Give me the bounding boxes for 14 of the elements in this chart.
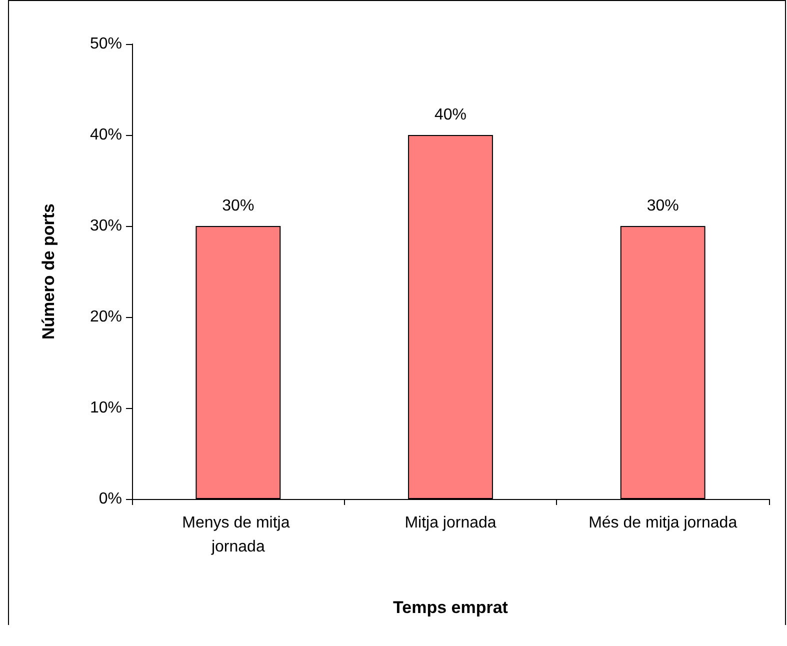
y-tick-label: 30% <box>90 218 122 234</box>
y-tick-label: 40% <box>90 126 122 144</box>
x-tick-label: Menys de mitja jornada <box>182 514 294 556</box>
y-tick-label: 10% <box>90 400 122 416</box>
data-label: 30% <box>646 198 679 214</box>
data-label: 40% <box>434 106 467 124</box>
x-tick-label: Mitja jornada <box>404 514 496 532</box>
x-tick-label: Més de mitja jornada <box>588 514 738 532</box>
y-tick-label: 50% <box>90 36 122 52</box>
x-axis-title: Temps emprat <box>393 598 508 617</box>
y-axis-title: Número de ports <box>39 203 58 340</box>
y-tick-label: 20% <box>90 308 122 326</box>
data-label: 30% <box>222 198 254 214</box>
y-tick-label: 0% <box>98 490 122 508</box>
